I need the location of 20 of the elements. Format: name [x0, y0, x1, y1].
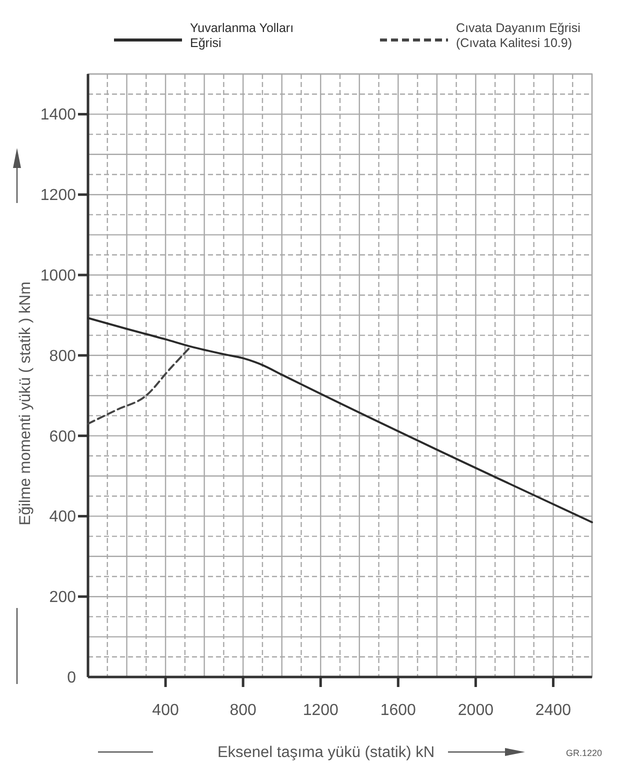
y-tick-label: 0: [67, 670, 76, 686]
x-axis-title: Eksenel taşıma yükü (statik) kN: [217, 744, 435, 761]
x-tick-label: 400: [152, 702, 179, 719]
y-tick-label: 800: [49, 348, 76, 365]
x-tick-label: 800: [230, 702, 257, 719]
text: Cıvata Dayanım Eğrisi (Cıvata Kalitesi 10.9): [456, 21, 580, 50]
x-tick-label: 1200: [302, 702, 339, 719]
x-tick-label: 2400: [535, 702, 572, 719]
y-tick-label: 1200: [40, 187, 76, 204]
line-series: [87, 346, 192, 425]
y-tick-label: 600: [49, 428, 76, 446]
y-tick-label: 1000: [40, 268, 76, 284]
y-tick-label: 1400: [40, 106, 76, 124]
text: Yuvarlanma Yolları Eğrisi: [190, 21, 294, 50]
y-tick-label: 400: [49, 508, 76, 526]
y-tick-label: 200: [49, 589, 76, 606]
text: GR.1220: [566, 748, 602, 758]
x-tick-label: 2000: [458, 702, 494, 719]
x-tick-label: 1600: [380, 702, 416, 719]
y-axis-title: Eğilme momenti yükü ( statik ) kNm: [17, 282, 34, 526]
